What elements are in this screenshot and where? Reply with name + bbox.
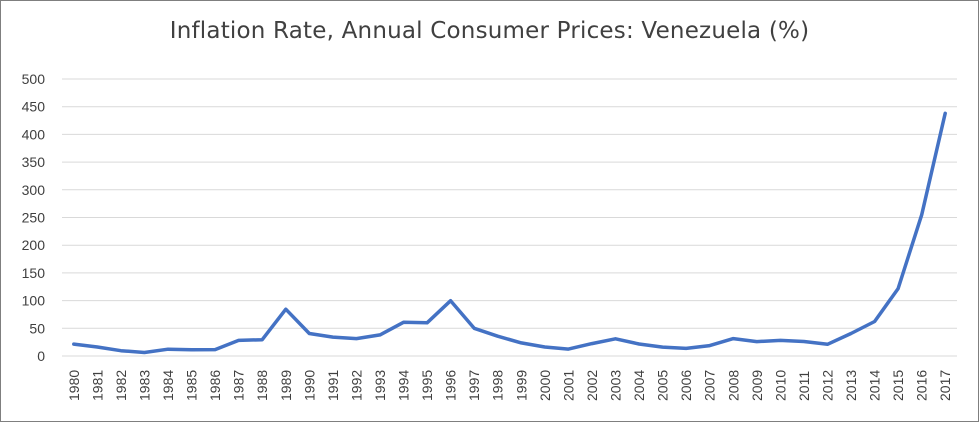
data-point xyxy=(284,307,287,311)
data-point xyxy=(732,337,735,340)
y-tick-label: 50 xyxy=(29,320,45,336)
x-tick-label: 2011 xyxy=(796,371,812,401)
y-tick-label: 450 xyxy=(22,99,46,115)
data-point xyxy=(449,299,452,302)
data-point xyxy=(755,340,759,343)
x-tick-label: 2003 xyxy=(607,370,623,401)
chart-title: Inflation Rate, Annual Consumer Prices: … xyxy=(169,18,810,44)
x-tick-label: 1989 xyxy=(278,370,294,401)
x-tick-label: 1981 xyxy=(89,370,105,401)
data-point xyxy=(72,342,75,346)
x-tick-label: 1999 xyxy=(513,370,529,401)
data-point xyxy=(661,345,664,349)
x-tick-label: 1995 xyxy=(419,370,435,401)
data-point xyxy=(944,112,947,115)
x-tick-label: 2004 xyxy=(631,370,647,401)
x-tick-label: 2008 xyxy=(725,370,741,401)
y-tick-label: 400 xyxy=(22,126,46,142)
x-tick-label: 2015 xyxy=(890,370,906,401)
data-point xyxy=(637,342,641,346)
x-tick-label: 1982 xyxy=(113,370,129,401)
y-tick-label: 150 xyxy=(22,265,46,281)
data-point xyxy=(213,348,217,351)
x-tick-label: 1988 xyxy=(254,370,270,401)
data-point xyxy=(331,335,335,339)
data-point xyxy=(896,287,900,290)
y-tick-label: 100 xyxy=(22,293,46,309)
x-tick-label: 1985 xyxy=(184,370,200,401)
data-point xyxy=(166,348,170,351)
data-point xyxy=(779,339,782,342)
data-point xyxy=(355,337,358,340)
y-tick-label: 200 xyxy=(22,237,46,253)
x-tick-label: 2016 xyxy=(914,370,930,401)
y-tick-label: 500 xyxy=(22,71,46,87)
x-tick-label: 2007 xyxy=(702,370,718,401)
x-tick-label: 1991 xyxy=(325,370,341,401)
x-tick-label: 2010 xyxy=(772,370,788,401)
x-tick-label: 1992 xyxy=(348,370,364,401)
data-point xyxy=(190,348,193,351)
data-point xyxy=(119,349,123,352)
x-tick-label: 2000 xyxy=(537,370,553,401)
data-point xyxy=(567,347,570,351)
x-tick-label: 2005 xyxy=(655,370,671,401)
x-tick-label: 2014 xyxy=(867,370,883,401)
x-tick-label: 2002 xyxy=(584,370,600,401)
data-point xyxy=(237,339,240,342)
data-point xyxy=(402,321,405,324)
data-point xyxy=(802,340,806,343)
x-tick-label: 2001 xyxy=(560,370,576,401)
series-line xyxy=(72,111,947,355)
y-tick-label: 300 xyxy=(22,182,46,198)
data-point xyxy=(260,338,264,341)
data-point xyxy=(849,332,853,335)
x-tick-label: 2006 xyxy=(678,370,694,401)
x-tick-label: 1998 xyxy=(490,370,506,401)
x-tick-label: 1983 xyxy=(136,370,152,401)
y-tick-label: 0 xyxy=(37,348,45,364)
x-tick-label: 2012 xyxy=(819,370,835,401)
data-point xyxy=(543,345,547,349)
x-tick-label: 1993 xyxy=(372,370,388,401)
y-tick-label: 250 xyxy=(22,210,46,226)
x-tick-label: 1994 xyxy=(396,370,412,401)
data-point xyxy=(425,321,429,325)
x-tick-label: 1987 xyxy=(231,370,247,401)
x-tick-label: 1980 xyxy=(66,370,82,401)
data-point xyxy=(472,327,476,330)
data-point xyxy=(496,334,499,338)
data-point xyxy=(590,342,594,345)
x-tick-label: 2017 xyxy=(937,370,953,401)
x-tick-label: 1984 xyxy=(160,370,176,401)
y-tick-label: 350 xyxy=(22,154,46,170)
x-tick-label: 1997 xyxy=(466,370,482,401)
x-tick-label: 2009 xyxy=(749,370,765,401)
data-point xyxy=(520,341,523,345)
data-point xyxy=(143,351,146,354)
data-point xyxy=(920,213,923,216)
data-point xyxy=(378,333,382,337)
x-tick-label: 1986 xyxy=(207,370,223,401)
data-point xyxy=(308,332,311,335)
x-tick-label: 2013 xyxy=(843,370,859,401)
data-point xyxy=(873,320,876,323)
x-tick-label: 1990 xyxy=(301,370,317,401)
data-point xyxy=(684,347,688,350)
data-point xyxy=(96,345,99,349)
data-point xyxy=(826,343,829,346)
data-point xyxy=(708,344,711,347)
data-point xyxy=(614,337,617,340)
x-tick-label: 1996 xyxy=(443,370,459,401)
